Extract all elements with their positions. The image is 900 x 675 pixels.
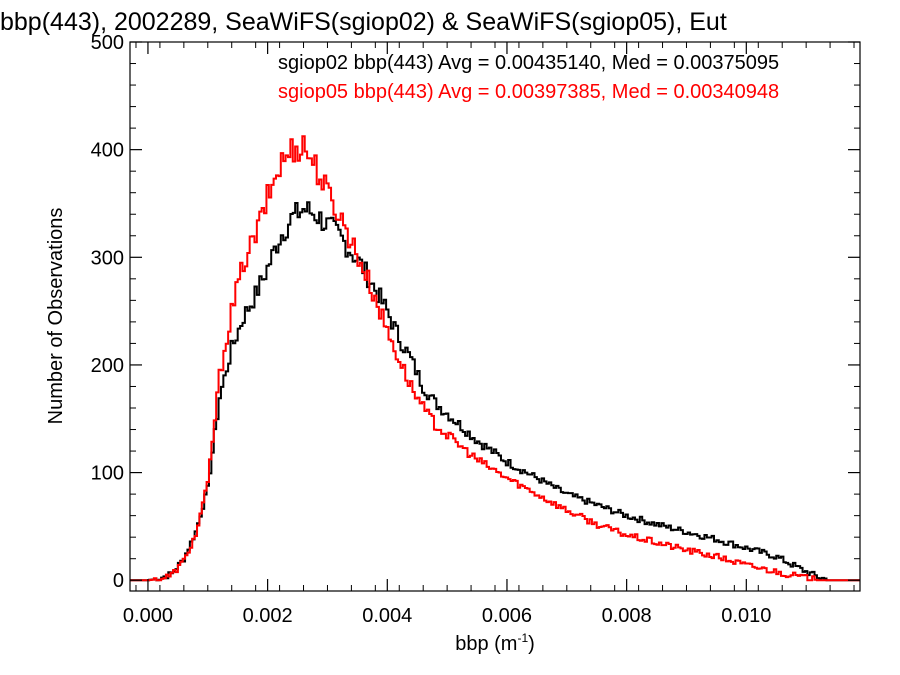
series-layer bbox=[130, 135, 860, 582]
y-tick-label: 300 bbox=[91, 247, 124, 269]
series-sgiop05-line bbox=[130, 135, 860, 582]
x-axis-label-end: ) bbox=[528, 633, 535, 655]
x-tick-label: 0.004 bbox=[362, 605, 412, 627]
x-tick-label: 0.002 bbox=[243, 605, 293, 627]
x-axis-label: bbp (m-1) bbox=[455, 631, 535, 655]
plot-frame bbox=[129, 41, 861, 592]
x-tick-label: 0.010 bbox=[721, 605, 771, 627]
y-axis-label: Number of Observations bbox=[45, 208, 67, 425]
legend-entry-sgiop05: sgiop05 bbp(443) Avg = 0.00397385, Med =… bbox=[278, 81, 779, 103]
x-tick-label: 0.008 bbox=[602, 605, 652, 627]
x-axis-ticks: 0.000 0.002 0.004 0.006 0.008 0.010 bbox=[123, 42, 855, 627]
y-axis-ticks: 0 100 200 300 400 500 bbox=[91, 32, 860, 592]
y-tick-label: 500 bbox=[91, 32, 124, 54]
chart-title: bbp(443), 2002289, SeaWiFS(sgiop02) & Se… bbox=[0, 8, 727, 36]
x-tick-label: 0.000 bbox=[123, 605, 173, 627]
x-axis-label-superscript: -1 bbox=[517, 631, 528, 645]
y-tick-label: 100 bbox=[91, 463, 124, 485]
y-tick-label: 400 bbox=[91, 140, 124, 162]
y-tick-label: 200 bbox=[91, 355, 124, 377]
y-tick-label: 0 bbox=[113, 570, 124, 592]
x-axis-label-main: bbp (m bbox=[455, 633, 517, 655]
x-tick-label: 0.006 bbox=[482, 605, 532, 627]
legend-entry-sgiop02: sgiop02 bbp(443) Avg = 0.00435140, Med =… bbox=[278, 52, 779, 74]
series-sgiop02-line bbox=[130, 201, 860, 582]
